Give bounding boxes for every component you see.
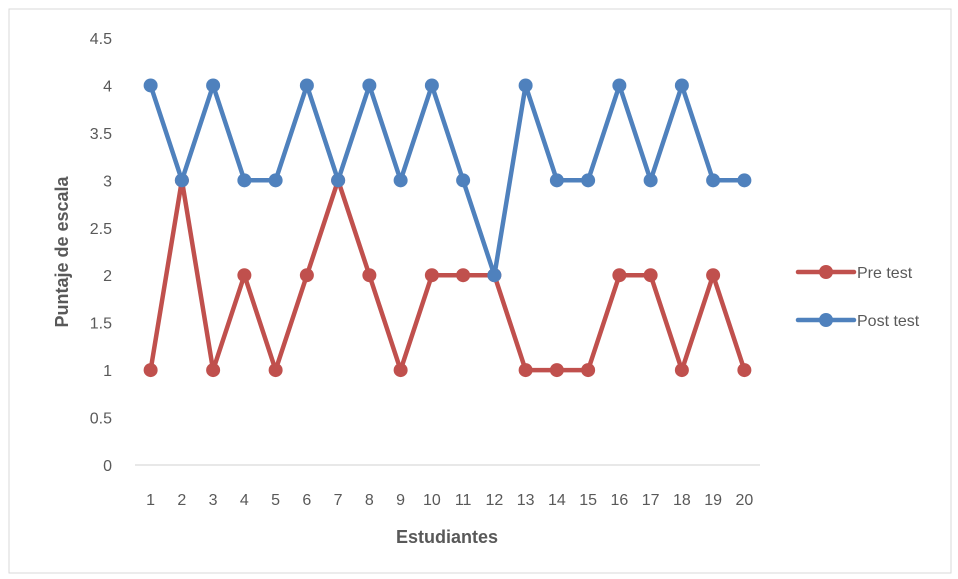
data-point [581, 173, 596, 188]
y-tick-label: 3.5 [90, 126, 112, 143]
data-point [581, 363, 596, 378]
y-axis-title: Puntaje de escala [52, 175, 72, 327]
y-tick-label: 4.5 [90, 31, 112, 48]
data-point [674, 363, 689, 378]
data-point [518, 363, 533, 378]
y-tick-label: 0.5 [90, 411, 112, 428]
x-tick-label: 2 [177, 492, 186, 509]
x-axis-tick-labels: 1 2 3 4 5 6 7 8 9 10 11 12 13 14 15 16 17 18 19 20 [146, 492, 753, 509]
legend: Pre test Post test [795, 265, 920, 330]
data-point [518, 78, 533, 93]
x-tick-label: 18 [673, 492, 691, 509]
data-point [612, 268, 627, 283]
data-point [706, 173, 721, 188]
x-tick-label: 3 [209, 492, 218, 509]
x-tick-label: 14 [548, 492, 566, 509]
data-point [456, 268, 471, 283]
data-point [549, 173, 564, 188]
x-tick-label: 8 [365, 492, 374, 509]
data-point [143, 363, 158, 378]
data-point [299, 78, 314, 93]
x-tick-label: 16 [610, 492, 628, 509]
data-point [268, 173, 283, 188]
x-tick-label: 20 [735, 492, 753, 509]
data-point [612, 78, 627, 93]
data-point [424, 268, 439, 283]
data-point [237, 173, 252, 188]
legend-marker [819, 313, 833, 327]
x-tick-label: 17 [642, 492, 660, 509]
x-tick-label: 7 [334, 492, 343, 509]
x-tick-label: 13 [517, 492, 535, 509]
x-axis-title: Estudiantes [396, 527, 498, 547]
y-tick-label: 1 [103, 363, 112, 380]
data-point [174, 173, 189, 188]
x-tick-label: 10 [423, 492, 441, 509]
data-point [643, 268, 658, 283]
x-tick-label: 4 [240, 492, 249, 509]
data-point [706, 268, 721, 283]
y-axis-tick-labels: 0 0.5 1 1.5 2 2.5 3 3.5 4 4.5 [90, 31, 112, 475]
x-tick-label: 12 [485, 492, 503, 509]
legend-label: Post test [857, 313, 920, 330]
x-tick-label: 9 [396, 492, 405, 509]
y-tick-label: 2 [103, 268, 112, 285]
y-tick-label: 3 [103, 173, 112, 190]
x-tick-label: 15 [579, 492, 597, 509]
data-point [393, 173, 408, 188]
x-tick-label: 5 [271, 492, 280, 509]
data-point [206, 363, 221, 378]
data-point [674, 78, 689, 93]
data-point [206, 78, 221, 93]
data-point [268, 363, 283, 378]
data-point [487, 268, 502, 283]
series-2 [143, 78, 752, 283]
legend-label: Pre test [857, 265, 913, 282]
data-point [424, 78, 439, 93]
data-point [643, 173, 658, 188]
data-point [362, 78, 377, 93]
data-point [549, 363, 564, 378]
data-point [143, 78, 158, 93]
x-tick-label: 1 [146, 492, 155, 509]
x-tick-label: 11 [455, 492, 472, 509]
data-point [237, 268, 252, 283]
y-tick-label: 1.5 [90, 316, 112, 333]
data-point [393, 363, 408, 378]
x-tick-label: 6 [302, 492, 311, 509]
y-tick-label: 2.5 [90, 221, 112, 238]
data-point [737, 363, 752, 378]
legend-item: Post test [795, 313, 920, 330]
chart-border [8, 8, 952, 574]
y-tick-label: 4 [103, 78, 112, 95]
y-tick-label: 0 [103, 458, 112, 475]
x-tick-label: 19 [704, 492, 722, 509]
data-point [362, 268, 377, 283]
series-layer [143, 78, 752, 378]
data-point [331, 173, 346, 188]
data-point [456, 173, 471, 188]
data-point [737, 173, 752, 188]
data-point [299, 268, 314, 283]
legend-marker [819, 265, 833, 279]
legend-item: Pre test [795, 265, 913, 282]
